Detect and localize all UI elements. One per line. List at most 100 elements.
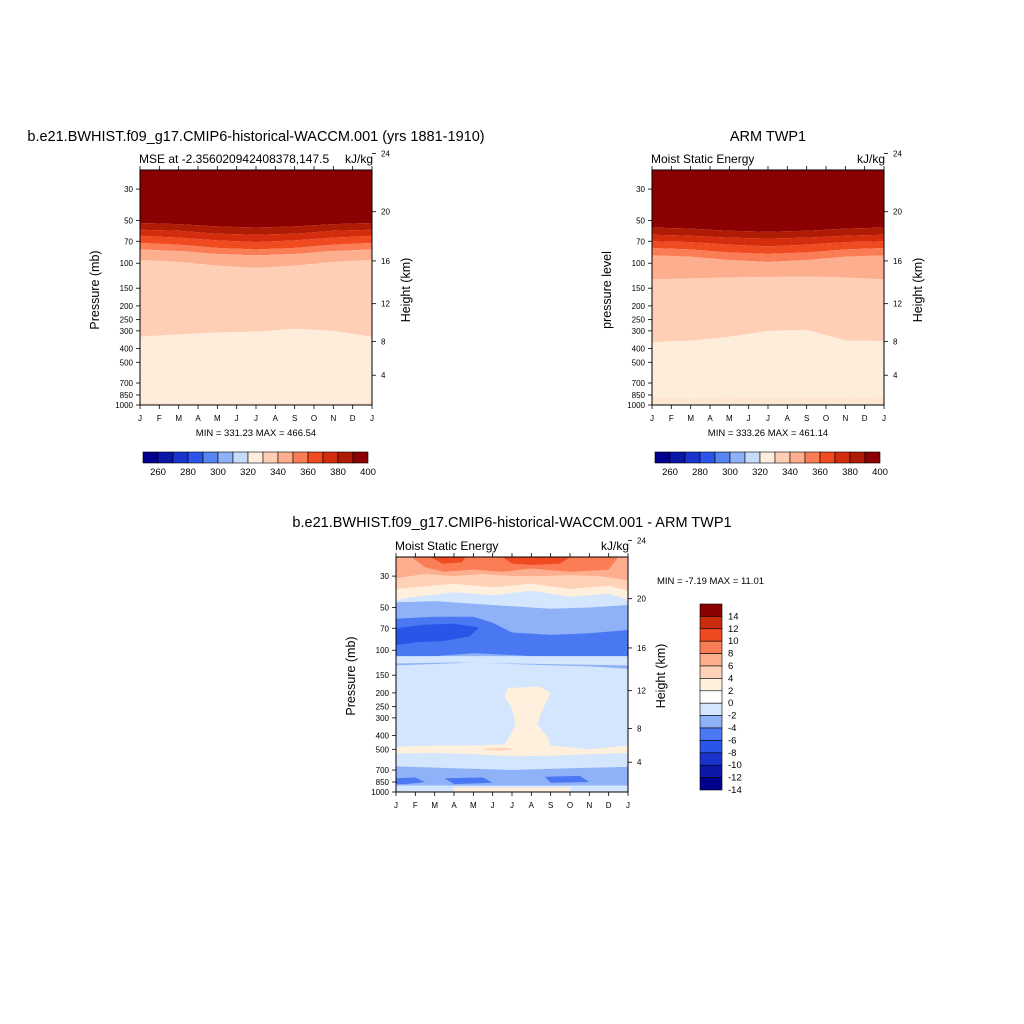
panel-diff-title: b.e21.BWHIST.f09_g17.CMIP6-historical-WA…	[292, 515, 731, 531]
panel-model-title: b.e21.BWHIST.f09_g17.CMIP6-historical-WA…	[27, 129, 484, 145]
contour-band-6-8	[411, 557, 619, 572]
panel-obs-right-string: kJ/kg	[857, 152, 885, 166]
colorbar-label: 12	[728, 624, 739, 635]
colorbar-label: -4	[728, 723, 736, 734]
month-tick-label: S	[548, 801, 553, 810]
panel-model-height-axis-title: Height (km)	[399, 258, 413, 323]
pressure-tick-label: 500	[376, 745, 390, 754]
contour-band-0-2-sfc	[454, 787, 570, 792]
pressure-tick-label: 700	[632, 379, 646, 388]
pressure-tick-label: 150	[376, 671, 390, 680]
colorbar-swatch	[699, 764, 723, 778]
month-tick-label: N	[586, 801, 592, 810]
month-tick-label: A	[707, 414, 713, 423]
colorbar-swatch	[232, 451, 249, 464]
contour-band-390	[652, 227, 884, 239]
colorbar-label: -10	[728, 760, 742, 771]
panel-obs-title: ARM TWP1	[730, 129, 806, 145]
colorbar-swatch	[262, 451, 279, 464]
contour-band-360	[652, 247, 884, 262]
contour-band-320	[140, 401, 372, 405]
height-tick-label: 12	[893, 300, 902, 309]
height-tick-label: 16	[893, 257, 902, 266]
pressure-tick-label: 50	[124, 217, 133, 226]
colorbar-label: -14	[728, 785, 742, 796]
month-tick-label: J	[510, 801, 514, 810]
colorbar-label: 320	[240, 467, 256, 478]
contour-band-8-10-b	[430, 557, 466, 564]
month-tick-label: A	[195, 414, 201, 423]
month-tick-label: A	[529, 801, 535, 810]
pressure-tick-label: 250	[632, 316, 646, 325]
pressure-tick-label: 50	[380, 604, 389, 613]
contour-band-360	[140, 243, 372, 256]
colorbar-label: 340	[270, 467, 286, 478]
month-tick-label: D	[606, 801, 612, 810]
colorbar-swatch	[819, 451, 836, 464]
colorbar-label: -6	[728, 735, 736, 746]
colorbar-swatch	[759, 451, 776, 464]
contour-band-350	[140, 249, 372, 268]
height-tick-label: 8	[637, 724, 642, 733]
contour-band-0-2-mid	[502, 686, 551, 747]
colorbar-label: 360	[300, 467, 316, 478]
contour-band-0-2-500	[396, 744, 628, 757]
colorbar-swatch	[729, 451, 746, 464]
panel-obs-left-string: Moist Static Energy	[651, 152, 754, 166]
contour-band-2-4-500	[484, 747, 516, 751]
colorbar-swatch	[714, 451, 731, 464]
colorbar-label: 14	[728, 611, 739, 622]
pressure-tick-label: 70	[124, 237, 133, 246]
contour-band-380	[140, 229, 372, 243]
month-tick-label: J	[747, 414, 751, 423]
contour-band-380	[652, 234, 884, 247]
height-tick-label: 20	[893, 208, 902, 217]
height-tick-label: 20	[381, 208, 390, 217]
pressure-tick-label: 250	[120, 316, 134, 325]
month-tick-label: J	[626, 801, 630, 810]
panel-model: b.e21.BWHIST.f09_g17.CMIP6-historical-WA…	[27, 129, 484, 478]
month-tick-label: J	[650, 414, 654, 423]
height-tick-label: 20	[637, 595, 646, 604]
colorbar-swatch	[804, 451, 821, 464]
panel-model-stats: MIN = 331.23 MAX = 466.54	[196, 428, 316, 439]
colorbar-swatch	[277, 451, 294, 464]
pressure-tick-label: 250	[376, 703, 390, 712]
colorbar-swatch	[699, 752, 723, 766]
colorbar-label: 380	[330, 467, 346, 478]
pressure-tick-label: 850	[632, 391, 646, 400]
height-tick-label: 4	[381, 371, 386, 380]
month-tick-label: A	[785, 414, 791, 423]
contour-band-320	[652, 396, 884, 405]
month-tick-label: J	[254, 414, 258, 423]
colorbar-label: 400	[872, 467, 888, 478]
colorbar-label: 280	[180, 467, 196, 478]
panel-model-colorbar: 260 280 300 320 340 360 380 400	[142, 451, 376, 478]
month-tick-label: M	[175, 414, 182, 423]
pressure-tick-label: 1000	[627, 401, 645, 410]
colorbar-swatch	[187, 451, 204, 464]
panel-model-left-string: MSE at -2.356020942408378,147.5	[139, 152, 329, 166]
height-tick-label: 16	[381, 257, 390, 266]
colorbar-swatch	[322, 451, 339, 464]
colorbar-swatch	[307, 451, 324, 464]
colorbar-swatch	[699, 603, 723, 617]
panel-diff: b.e21.BWHIST.f09_g17.CMIP6-historical-WA…	[292, 515, 764, 810]
contour-band-8-10	[502, 557, 570, 565]
colorbar-label: 4	[728, 673, 733, 684]
month-tick-label: M	[687, 414, 694, 423]
colorbar-swatch	[352, 451, 369, 464]
month-tick-label: N	[330, 414, 336, 423]
month-tick-label: J	[491, 801, 495, 810]
pressure-tick-label: 150	[120, 284, 134, 293]
height-tick-label: 4	[637, 758, 642, 767]
month-tick-label: A	[451, 801, 457, 810]
height-tick-label: 8	[893, 337, 898, 346]
pressure-tick-label: 150	[632, 284, 646, 293]
colorbar-swatch	[699, 640, 723, 654]
panel-diff-right-string: kJ/kg	[601, 539, 629, 553]
colorbar-label: 400	[360, 467, 376, 478]
panel-model-pressure-axis-title: Pressure (mb)	[88, 250, 102, 329]
